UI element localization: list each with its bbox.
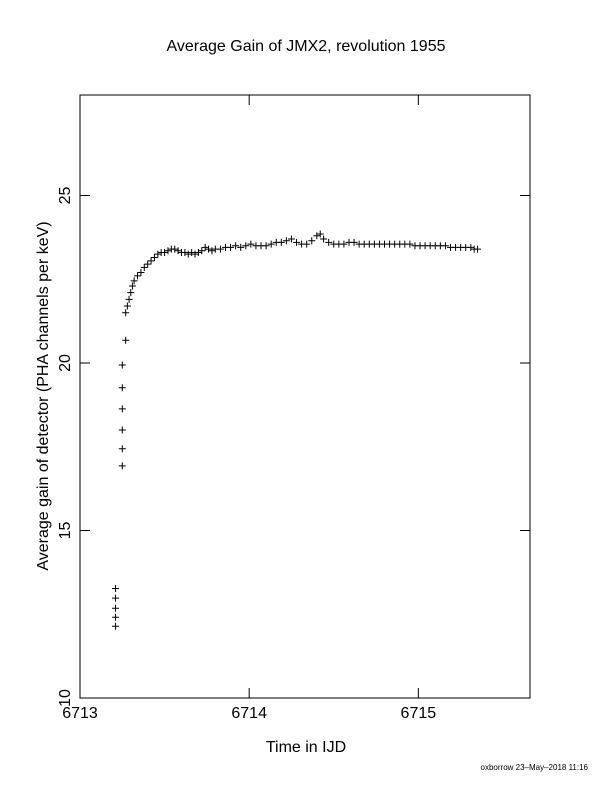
data-point [237, 243, 245, 251]
data-point [232, 242, 240, 250]
y-tick-label: 10 [57, 689, 74, 707]
data-point [267, 240, 275, 248]
y-tick-label: 20 [57, 354, 74, 372]
x-axis-label: Time in IJD [266, 739, 346, 756]
data-point [123, 302, 131, 310]
data-point [150, 253, 158, 261]
data-point [122, 309, 130, 317]
data-point [134, 272, 142, 280]
data-point [164, 247, 172, 255]
data-point [127, 289, 135, 297]
data-point [247, 240, 255, 248]
data-point [112, 584, 120, 592]
plot-frame [79, 94, 531, 699]
y-axis-label: Average gain of detector (PHA channels p… [35, 221, 52, 570]
data-point [350, 238, 358, 246]
data-point [242, 242, 250, 250]
data-point [161, 248, 169, 256]
x-tick-label: 6715 [401, 705, 437, 722]
data-point [201, 243, 209, 251]
data-point [118, 405, 126, 413]
footer: oxborrow 23–May–2018 11:16 [481, 763, 589, 772]
data-point [340, 240, 348, 248]
data-point [191, 250, 199, 258]
data-point [282, 237, 290, 245]
data-point [112, 613, 120, 621]
y-tick-label: 25 [57, 187, 74, 205]
data-point [112, 594, 120, 602]
data-point [406, 240, 414, 248]
chart-title: Average Gain of JMX2, revolution 1955 [167, 38, 446, 55]
data-point [181, 248, 189, 256]
data-point [287, 235, 295, 243]
data-point [303, 240, 311, 248]
data-point [174, 247, 182, 255]
data-point [194, 248, 202, 256]
x-tick-label: 6713 [62, 705, 98, 722]
data-point [293, 238, 301, 246]
data-point [112, 604, 120, 612]
data-point [313, 232, 321, 240]
x-tick-label: 6714 [231, 705, 267, 722]
data-point [184, 250, 192, 258]
data-point [325, 238, 333, 246]
data-point [467, 243, 475, 251]
data-point [277, 238, 285, 246]
data-point [118, 445, 126, 453]
data-point [128, 282, 136, 290]
data-point [125, 295, 133, 303]
data-point [171, 245, 179, 253]
data-point [441, 242, 449, 250]
data-point [308, 237, 316, 245]
data-point [130, 277, 138, 285]
data-point [208, 247, 216, 255]
data-point [144, 260, 152, 268]
y-tick-label: 15 [57, 522, 74, 540]
data-point [118, 361, 126, 369]
data-point [188, 248, 196, 256]
data-point [112, 622, 120, 630]
data-point [198, 247, 206, 255]
data-point [122, 336, 130, 344]
data-point [147, 257, 155, 265]
data-point [154, 250, 162, 258]
data-point [262, 242, 270, 250]
data-point [137, 269, 145, 277]
data-point [118, 462, 126, 470]
data-point [474, 245, 482, 253]
data-point [205, 245, 213, 253]
data-point [320, 235, 328, 243]
data-point [216, 245, 224, 253]
data-point [118, 426, 126, 434]
data-point [227, 243, 235, 251]
data-point [316, 230, 324, 238]
data-point [118, 384, 126, 392]
data-point [140, 264, 148, 272]
